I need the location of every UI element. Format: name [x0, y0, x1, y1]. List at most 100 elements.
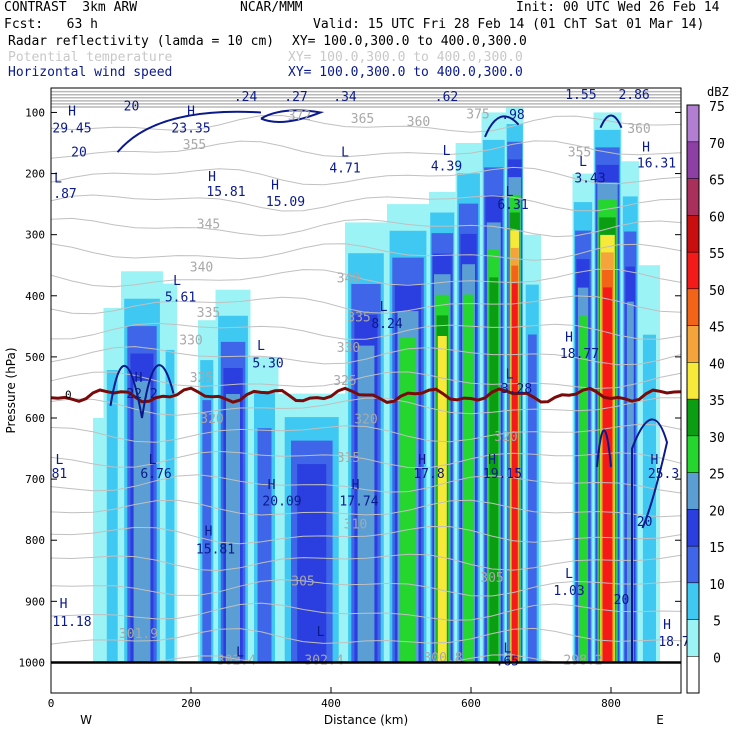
- wind-label-61: H: [60, 597, 68, 612]
- colorbar-swatch-20: [686, 509, 700, 547]
- wind-label-54: 17.74: [339, 494, 378, 509]
- isentrope-line-6: [50, 268, 682, 288]
- isentrope-label-17: 320: [354, 413, 377, 428]
- wind-label-24: 15.81: [206, 185, 245, 200]
- isentrope-line-8: [50, 322, 682, 340]
- isentrope-line-5: [50, 243, 682, 261]
- colorbar-label-35: 35: [709, 394, 725, 409]
- wind-label-23: H: [208, 170, 216, 185]
- colorbar-label-75: 75: [709, 100, 725, 115]
- isentrope-line-18: [50, 579, 682, 597]
- isentrope-line-13: [50, 450, 682, 469]
- isentrope-line-15: [50, 499, 682, 518]
- x-tick-label-800: 800: [601, 697, 621, 710]
- wind-label-49: H: [650, 453, 658, 468]
- isentrope-label-14: 325: [190, 371, 213, 386]
- wind-label-34: 18.77: [560, 347, 599, 362]
- wind-label-39: L: [506, 367, 514, 382]
- colorbar-label-20: 20: [709, 504, 725, 519]
- isentrope-line-16: [50, 525, 682, 545]
- colorbar-swatch-55: [686, 251, 700, 290]
- reflectivity-cell-12-35dbz: [489, 277, 499, 663]
- reflectivity-cell-9-30dbz: [400, 337, 416, 663]
- isentrope-label-9: 340: [337, 271, 360, 286]
- freezing-level-label: 0: [65, 388, 72, 401]
- colorbar-swatch-65: [686, 178, 700, 216]
- y-tick-label-900: 900: [25, 595, 45, 608]
- reflectivity-cell-3-10dbz: [165, 349, 175, 663]
- isentrope-label-23: 301.9: [119, 627, 158, 642]
- wind-label-38: 22.2: [126, 387, 157, 402]
- reflectivity-cell-1-10dbz: [106, 370, 118, 663]
- y-tick-label-300: 300: [25, 229, 45, 242]
- model-title: CONTRAST 3km ARW: [4, 0, 138, 15]
- wind-contour-0: [116, 110, 262, 153]
- wind-label-68: L: [236, 645, 244, 660]
- x-end-label-east: E: [656, 713, 664, 727]
- isentrope-label-20: 310: [344, 518, 367, 533]
- isentrope-label-21: 305: [291, 574, 314, 589]
- wind-label-5: 20: [71, 145, 87, 160]
- isentrope-line-9: [50, 346, 682, 366]
- x-tick-label-0: 0: [48, 697, 55, 710]
- colorbar-label-65: 65: [709, 174, 725, 189]
- isentrope-label-12: 330: [179, 334, 202, 349]
- wind-label-58: L: [565, 567, 573, 582]
- field-reflectivity-xy: XY= 100.0,300.0 to 400.0,300.0: [292, 34, 527, 49]
- plot-frame: [50, 87, 682, 694]
- colorbar-swatch-5: [686, 619, 700, 657]
- colorbar-swatch-15: [686, 545, 700, 584]
- wind-label-62: 11.18: [52, 615, 91, 630]
- colorbar-label-10: 10: [709, 578, 725, 593]
- y-tick-label-500: 500: [25, 351, 45, 364]
- wind-label-57: 15.81: [196, 543, 235, 558]
- isentrope-label-10: 335: [197, 306, 220, 321]
- wind-label-33: H: [565, 331, 573, 346]
- isentrope-label-25: 302.4: [304, 653, 343, 668]
- x-end-label-west: W: [80, 713, 92, 727]
- colorbar-label-25: 25: [709, 468, 725, 483]
- colorbar-label-70: 70: [709, 137, 725, 152]
- wind-label-0: H: [68, 105, 76, 120]
- wind-contour-1: [260, 109, 325, 123]
- reflectivity-cell-15-30dbz: [579, 316, 587, 663]
- isentrope-label-7: 345: [197, 218, 220, 233]
- wind-label-64: H: [663, 618, 671, 633]
- wind-label-47: H: [488, 453, 496, 468]
- wind-label-35: L: [257, 339, 265, 354]
- wind-label-29: L: [173, 274, 181, 289]
- reflectivity-cell-6-15dbz: [257, 428, 272, 663]
- reflectivity-cell-7-20dbz: [297, 464, 327, 663]
- wind-label-59: 1.03: [553, 584, 584, 599]
- wind-label-55: 20: [637, 515, 653, 530]
- colorbar-swatch-60: [686, 215, 700, 253]
- y-tick-label-700: 700: [25, 473, 45, 486]
- wind-label-25: H: [271, 178, 279, 193]
- wind-label-4: 23.35: [171, 122, 210, 137]
- wind-label-21: L: [54, 172, 62, 187]
- isentrope-label-24: 302.4: [217, 653, 256, 668]
- colorbar-swatch-35: [686, 398, 700, 437]
- wind-label-65: 18.7: [658, 635, 689, 650]
- colorbar-swatch-30: [686, 435, 700, 473]
- reflectivity-cell-0-5dbz: [93, 418, 104, 663]
- colorbar-label-15: 15: [709, 541, 725, 556]
- wind-label-60: 20: [614, 593, 630, 608]
- wind-label-31: L: [380, 300, 388, 315]
- isentrope-line-10: [50, 371, 682, 390]
- wind-contour-6: [631, 418, 669, 663]
- reflectivity-cell-2-25dbz: [133, 380, 151, 663]
- wind-contour-5: [596, 429, 612, 467]
- isentrope-label-16: 320: [200, 412, 223, 427]
- y-tick-label-100: 100: [25, 106, 45, 119]
- y-tick-label-1000: 1000: [19, 656, 46, 669]
- isentrope-line-7: [50, 295, 682, 315]
- isentrope-label-13: 330: [337, 341, 360, 356]
- colorbar-label-60: 60: [709, 210, 725, 225]
- colorbar-unit: dBZ: [707, 85, 729, 99]
- wind-label-1: 29.45: [52, 122, 91, 137]
- wind-label-41: L: [55, 453, 63, 468]
- init-time: Init: 00 UTC Wed 26 Feb 14: [516, 0, 720, 15]
- wind-contour-4: [109, 364, 175, 419]
